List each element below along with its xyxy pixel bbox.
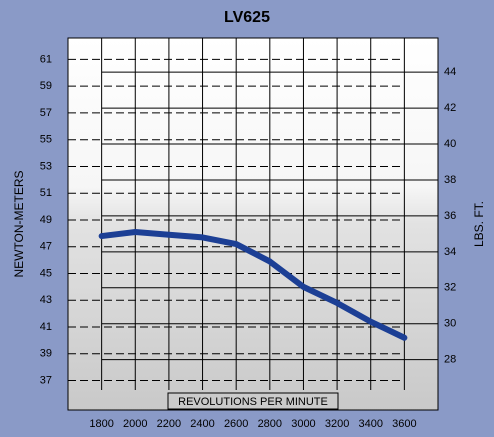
chart-title: LV625 — [224, 9, 270, 26]
y-tick-label: 37 — [40, 374, 52, 386]
y2-tick-label: 34 — [444, 246, 456, 258]
y-axis-label: NEWTON-METERS — [12, 170, 26, 277]
y2-tick-label: 44 — [444, 66, 456, 78]
y2-tick-label: 32 — [444, 282, 456, 294]
y2-tick-label: 40 — [444, 138, 456, 150]
x-tick-label: 2600 — [224, 418, 248, 430]
y2-axis-label: LBS. FT. — [472, 201, 486, 247]
x-tick-label: 2000 — [123, 418, 147, 430]
y2-tick-label: 36 — [444, 210, 456, 222]
plot-area — [67, 37, 439, 411]
y-tick-label: 59 — [40, 80, 52, 92]
y2-tick-label: 38 — [444, 174, 456, 186]
y-tick-label: 41 — [40, 321, 52, 333]
y-tick-label: 61 — [40, 53, 52, 65]
y-tick-label: 39 — [40, 348, 52, 360]
y2-tick-label: 30 — [444, 318, 456, 330]
data-line — [98, 229, 408, 341]
x-axis-label: REVOLUTIONS PER MINUTE — [178, 396, 328, 408]
y2-tick-label: 28 — [444, 354, 456, 366]
x-tick-label: 2200 — [157, 418, 181, 430]
x-tick-label: 3200 — [325, 418, 349, 430]
x-tick-label: 2400 — [190, 418, 214, 430]
y-tick-label: 57 — [40, 107, 52, 119]
x-label-box — [167, 392, 339, 410]
y-tick-label: 49 — [40, 214, 52, 226]
x-tick-label: 3600 — [392, 418, 416, 430]
y-tick-label: 51 — [40, 187, 52, 199]
x-tick-label: 3400 — [358, 418, 382, 430]
y-tick-label: 43 — [40, 294, 52, 306]
y-tick-label: 47 — [40, 241, 52, 253]
y2-tick-label: 42 — [444, 102, 456, 114]
y-tick-label: 55 — [40, 134, 52, 146]
y-tick-label: 53 — [40, 160, 52, 172]
x-tick-label: 3000 — [291, 418, 315, 430]
x-tick-label: 2800 — [258, 418, 282, 430]
x-tick-label: 1800 — [89, 418, 113, 430]
y-tick-label: 45 — [40, 267, 52, 279]
